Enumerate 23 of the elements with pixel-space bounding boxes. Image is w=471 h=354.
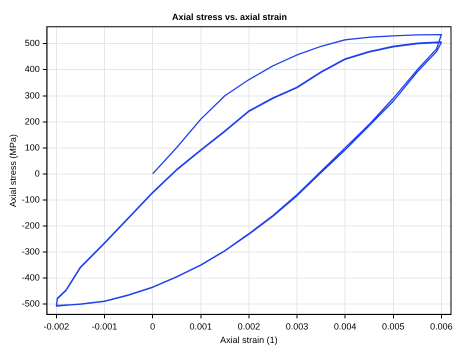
y-tick-label: 200 [24,116,40,126]
x-tick-label: -0.001 [92,321,118,332]
y-tick-label: -400 [22,272,40,282]
y-tick-label: 500 [24,38,40,48]
y-tick-label: -200 [22,220,40,230]
y-axis-title: Axial stress (MPa) [8,134,18,208]
y-tick-label: 400 [24,64,40,74]
x-tick-label: 0.005 [382,321,405,332]
y-tick-label: 300 [24,90,40,100]
x-tick-label: 0.002 [238,321,260,332]
x-tick-label: 0.001 [190,321,212,332]
y-tick-label: -500 [22,298,40,308]
x-tick-label: 0.004 [334,321,356,332]
x-axis-title: Axial strain (1) [220,335,278,346]
x-tick-label: -0.002 [44,321,70,332]
y-tick-label: 0 [34,168,40,178]
x-tick-label: 0 [150,321,156,332]
chart-title: Axial stress vs. axial strain [172,12,288,22]
y-tick-label: -300 [22,246,40,256]
x-tick-label: 0.006 [430,321,453,332]
x-tick-label: 0.003 [286,321,308,332]
y-tick-label: -100 [22,194,40,204]
y-tick-label: 100 [24,142,40,152]
